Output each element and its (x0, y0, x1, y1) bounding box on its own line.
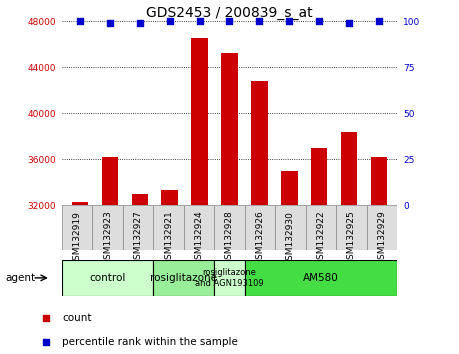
Text: GSM132919: GSM132919 (73, 211, 82, 266)
Bar (371, 157, 387, 205)
Text: agent: agent (5, 273, 35, 283)
Bar (245, 260, 397, 296)
Bar (251, 81, 268, 205)
Bar (214, 260, 245, 296)
Text: AM580: AM580 (303, 273, 339, 283)
Point (285, 18, 293, 24)
Bar (153, 205, 184, 250)
Bar (191, 39, 208, 205)
Point (316, 18, 323, 24)
Bar (245, 205, 275, 250)
Text: GSM132924: GSM132924 (195, 211, 203, 265)
Point (256, 18, 263, 24)
Bar (281, 171, 297, 205)
Text: rosiglitazone: rosiglitazone (150, 273, 217, 283)
Bar (162, 190, 178, 205)
Bar (62, 260, 153, 296)
Bar (341, 132, 358, 205)
Text: GSM132928: GSM132928 (225, 211, 234, 266)
Bar (123, 205, 153, 250)
Bar (132, 194, 148, 205)
Point (196, 18, 203, 24)
Point (136, 20, 143, 26)
Text: percentile rank within the sample: percentile rank within the sample (62, 337, 238, 347)
Text: GSM132925: GSM132925 (347, 211, 356, 266)
Text: GSM132927: GSM132927 (134, 211, 143, 266)
Bar (92, 205, 123, 250)
Text: GSM132921: GSM132921 (164, 211, 173, 266)
Text: GSM132923: GSM132923 (103, 211, 112, 266)
Text: rosiglitazone
and AGN193109: rosiglitazone and AGN193109 (195, 268, 264, 287)
Point (106, 20, 113, 26)
Point (76, 18, 84, 24)
Bar (367, 205, 397, 250)
Point (375, 18, 383, 24)
Bar (214, 205, 245, 250)
Text: GSM132926: GSM132926 (256, 211, 264, 266)
Bar (311, 148, 327, 205)
Bar (275, 205, 306, 250)
Bar (153, 260, 214, 296)
Bar (101, 157, 118, 205)
Point (346, 20, 353, 26)
Text: GSM132930: GSM132930 (286, 211, 295, 266)
Point (166, 18, 174, 24)
Point (226, 18, 233, 24)
Bar (184, 205, 214, 250)
Title: GDS2453 / 200839_s_at: GDS2453 / 200839_s_at (146, 6, 313, 20)
Bar (336, 205, 367, 250)
Bar (306, 205, 336, 250)
Text: GSM132922: GSM132922 (316, 211, 325, 265)
Bar (72, 202, 88, 205)
Text: control: control (90, 273, 126, 283)
Text: count: count (62, 313, 91, 323)
Bar (62, 205, 92, 250)
Text: GSM132929: GSM132929 (377, 211, 386, 266)
Bar (221, 53, 238, 205)
